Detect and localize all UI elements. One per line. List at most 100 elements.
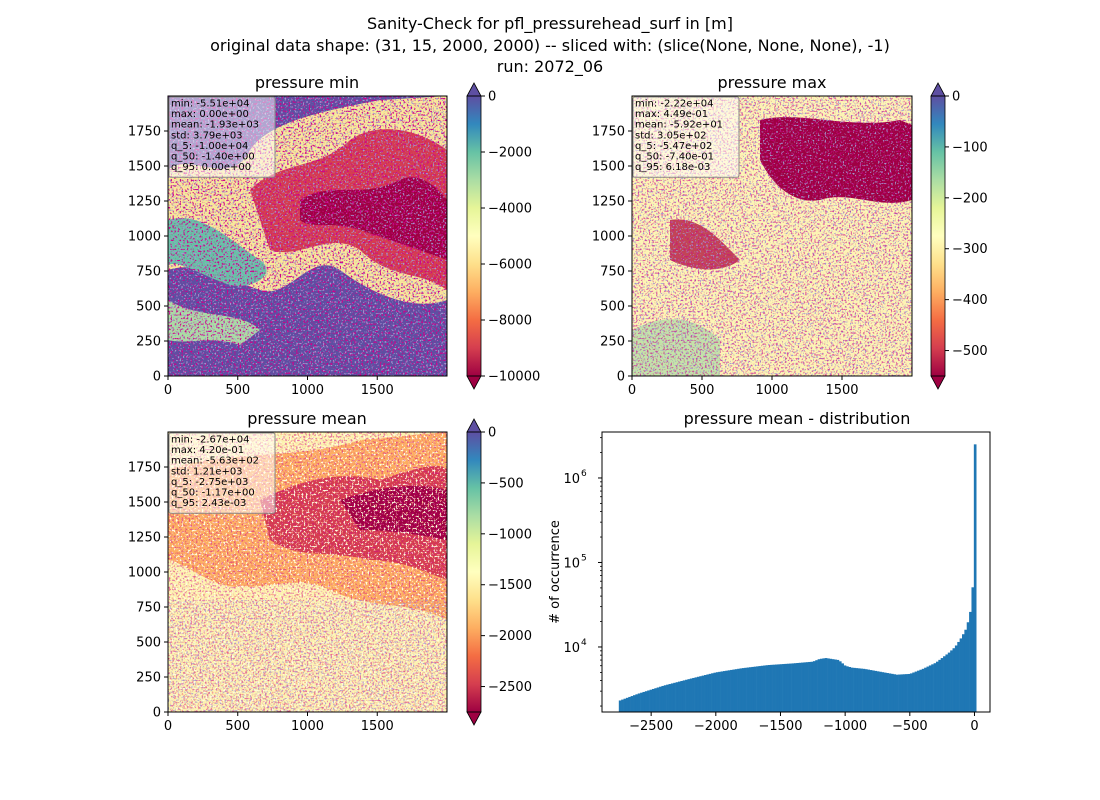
histogram-bar	[623, 698, 627, 712]
histogram-bar	[812, 661, 816, 712]
colorbar-extend-max	[930, 82, 946, 97]
panel-title: pressure max	[717, 73, 826, 92]
histogram-bar	[722, 671, 726, 712]
histogram-bar	[801, 662, 804, 712]
histogram-bar	[881, 672, 885, 712]
histogram-bar	[777, 664, 781, 712]
colorbar-tick-label: −8000	[488, 314, 532, 329]
panel-distribution: pressure mean - distribution −2500 −2000 −…	[548, 409, 991, 734]
y-tick-label: 250	[136, 335, 161, 350]
stats-line: std: 1.21e+03	[171, 466, 243, 477]
histogram-bar	[928, 665, 932, 712]
histogram-bar	[680, 680, 684, 712]
y-tick-label: 1750	[128, 461, 161, 476]
histogram-bar	[621, 699, 624, 712]
colorbar-tick-label: 0	[488, 90, 496, 105]
colorbar-extend-min	[930, 375, 946, 390]
colorbar-tick-label: −100	[952, 140, 988, 155]
stats-box-background	[168, 432, 276, 514]
histogram-bar	[824, 658, 828, 712]
histogram-bar	[770, 664, 773, 712]
histogram-bar	[753, 666, 757, 712]
panel-pressure-max: pressure max 0 500 1000 1500 0 250 500 750 1000 1…	[592, 73, 988, 398]
y-tick-label: 1750	[128, 125, 161, 140]
x-tick-label: −1500	[758, 719, 802, 734]
x-tick-label: 1000	[291, 719, 324, 734]
histogram-bar	[775, 664, 778, 712]
histogram-bar	[798, 662, 802, 712]
histogram-bar	[810, 661, 814, 712]
stats-box-background	[168, 96, 276, 178]
y-tick-label: 250	[600, 335, 625, 350]
histogram-bar	[822, 658, 826, 712]
histogram-bar	[772, 664, 776, 712]
stats-line: q_95: 2.43e-03	[171, 498, 246, 509]
histogram-bar	[860, 668, 863, 712]
histogram-bar	[715, 672, 719, 712]
stats-line: q_5: -1.00e+04	[171, 141, 248, 152]
axes-ticks: 0 500 1000 1500 0 250 500 750 1000 1250 1500 1750	[128, 125, 394, 399]
y-tick-label: 0	[617, 370, 625, 385]
colorbar-tick-label: −4000	[488, 202, 532, 217]
histogram-bar	[890, 673, 894, 712]
histogram-bar	[808, 661, 811, 712]
histogram-bar	[893, 674, 897, 712]
histogram-bar	[973, 444, 977, 712]
histogram-bar	[935, 661, 939, 712]
colorbar-tick-label: −500	[488, 476, 524, 491]
stats-line: mean: -1.93e+03	[171, 120, 259, 131]
histogram-bar	[902, 674, 906, 712]
histogram-bar	[633, 695, 636, 712]
histogram-bar	[869, 670, 873, 712]
x-tick-label: −2500	[629, 719, 673, 734]
x-tick-label: −1000	[823, 719, 867, 734]
x-tick-label: 0	[628, 383, 636, 398]
histogram-bar	[838, 661, 842, 712]
x-tick-label: 1500	[361, 383, 394, 398]
y-tick-label: 10	[563, 641, 580, 656]
y-tick-label: 1500	[128, 496, 161, 511]
histogram-bar	[957, 641, 960, 712]
histogram-bar	[938, 659, 941, 712]
histogram-bar	[846, 666, 849, 712]
x-tick-label: 1500	[825, 383, 858, 398]
stats-line: max: 4.20e-01	[171, 445, 244, 456]
histogram-bar	[725, 670, 728, 712]
axes-ticks: 0 500 1000 1500 0 250 500 750 1000 1250 1500 1750	[128, 461, 394, 735]
histogram-bar	[763, 665, 766, 712]
colorbar-tick-label: −10000	[488, 370, 540, 385]
histogram-bar	[848, 667, 852, 712]
y-tick-label: 750	[136, 265, 161, 280]
histogram-bar	[857, 668, 861, 712]
histogram-bar	[905, 674, 908, 712]
histogram-bar	[853, 667, 856, 712]
histogram-bar	[663, 685, 667, 712]
histogram-bar	[793, 663, 797, 712]
histogram-bar	[640, 692, 643, 712]
histogram-bar	[642, 691, 646, 712]
histogram-bar	[734, 669, 738, 712]
y-tick-exponent: 5	[581, 553, 587, 563]
histogram-bar	[805, 662, 809, 712]
histogram-bar	[914, 671, 918, 712]
histogram-bar	[630, 696, 634, 712]
stats-line: min: -5.51e+04	[171, 99, 250, 110]
histogram-bar	[827, 658, 830, 712]
x-tick-label: 1000	[291, 383, 324, 398]
histogram-bar	[756, 666, 759, 712]
histogram-bar	[656, 687, 660, 712]
figure-title-line-3: run: 2072_06	[497, 57, 603, 77]
y-tick-label: 1000	[592, 230, 625, 245]
figure-title-line-2: original data shape: (31, 15, 2000, 2000…	[210, 36, 890, 55]
colorbar-gradient	[467, 432, 481, 712]
colorbar-extend-min	[466, 375, 482, 390]
histogram-bar	[720, 671, 724, 712]
histogram-bar	[732, 669, 736, 712]
histogram-bar	[931, 664, 934, 712]
histogram-bar	[961, 634, 965, 712]
colorbar-extend-max	[466, 418, 482, 433]
histogram-bar	[701, 675, 705, 712]
colorbar-tick-label: −200	[952, 191, 988, 206]
